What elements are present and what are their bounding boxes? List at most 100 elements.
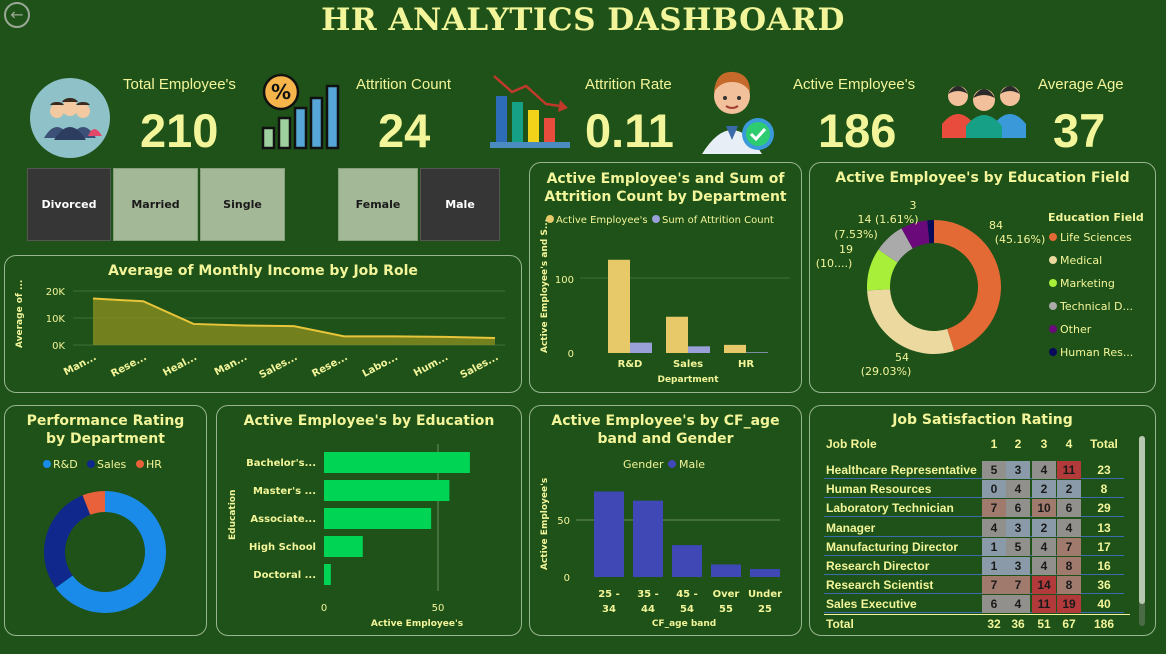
area-series: [93, 298, 495, 345]
age-band-title: Active Employee's by CF_age band and Gen…: [551, 413, 780, 447]
x-tick: Labo...: [361, 352, 400, 380]
x-tick: Man...: [213, 352, 249, 378]
bar-active: [666, 316, 688, 353]
x-tick: Rese...: [310, 352, 349, 380]
x-tick: R&D: [618, 359, 643, 370]
slice: [44, 495, 91, 588]
y-axis-label: Active Employee's and S...: [540, 219, 550, 353]
legend-swatch: [1049, 233, 1057, 241]
rating-cell: 4: [1032, 537, 1056, 556]
rating-cell: 10: [1032, 499, 1056, 518]
rating-cell: 6: [1057, 499, 1081, 518]
kpi-attrition-count-label: Attrition Count: [356, 76, 452, 93]
rating-cell: 4: [1032, 557, 1056, 575]
legend-swatch: [1049, 256, 1057, 264]
table-scrollbar[interactable]: [1139, 436, 1145, 626]
bar: [594, 491, 624, 577]
back-button[interactable]: ←: [4, 2, 30, 28]
legend-title: Gender: [623, 458, 664, 471]
table-row: Research Scientist 7 7 14 8 36: [824, 576, 1124, 595]
legend-male: Male: [679, 458, 705, 471]
slicer-female[interactable]: Female: [338, 168, 418, 241]
age-band-chart: Gender Male Active Employee's 50 0 25 - 3…: [540, 458, 782, 629]
total-cell: 36: [1097, 578, 1111, 593]
rating-cell: 4: [982, 518, 1006, 537]
x-tick: 25 -: [598, 589, 620, 600]
monthly-income-card[interactable]: Average of Monthly Income by Job Role Av…: [4, 255, 522, 393]
people-group-icon: [942, 80, 1026, 138]
scrollbar-thumb[interactable]: [1139, 436, 1145, 604]
rating-cell: 7: [1057, 537, 1081, 556]
total-cell: 40: [1097, 597, 1111, 612]
x-tick: 35 -: [637, 589, 659, 600]
rating-cell: 3: [1006, 518, 1030, 537]
slicer-married[interactable]: Married: [113, 168, 198, 241]
slice: [867, 249, 898, 291]
legend-swatch: [1049, 302, 1057, 310]
education-card[interactable]: Active Employee's by Education Education…: [216, 405, 522, 636]
label-mk-pct: (10....): [816, 257, 853, 270]
bar: [324, 508, 432, 529]
employee-check-icon: [694, 68, 778, 154]
slicer-male[interactable]: Male: [420, 168, 500, 241]
rating-cell: 7: [1006, 576, 1030, 595]
table-total-row: Total 32 36 51 67 186: [824, 615, 1124, 633]
kpi-age-label: Average Age: [1038, 76, 1124, 93]
label-med-value: 54: [895, 351, 909, 364]
bar-attrition: [630, 342, 652, 353]
legend-swatch: [1049, 279, 1057, 287]
legend-swatch-attrition: [652, 215, 660, 223]
age-band-card[interactable]: Active Employee's by CF_age band and Gen…: [529, 405, 802, 636]
header-2: 2: [1014, 437, 1022, 451]
total-cell: 13: [1097, 520, 1111, 535]
x-tick: Rese...: [109, 352, 148, 380]
percent-bars-icon: %: [259, 72, 341, 152]
x-tick: Heal...: [161, 352, 199, 379]
job-role-cell: Research Scientist: [826, 578, 934, 593]
total-cell: 186: [1093, 617, 1115, 631]
y-axis-label: Average of ...: [15, 280, 25, 348]
total-cell: 16: [1097, 559, 1111, 573]
y-tick-100: 100: [555, 275, 574, 286]
legend-item: Sales: [97, 458, 127, 471]
job-role-cell: Human Resources: [826, 482, 932, 497]
legend-item: Human Res...: [1060, 346, 1133, 359]
x-tick: Sales: [673, 359, 703, 370]
slice: [867, 289, 955, 354]
rating-cell: 4: [1006, 480, 1030, 499]
legend-item: Life Sciences: [1060, 231, 1132, 244]
arrow-left-icon: ←: [10, 5, 24, 24]
job-sat-card[interactable]: Job Satisfaction Rating Job Role 1 2 3 4…: [809, 405, 1156, 636]
legend-swatch: [1049, 348, 1057, 356]
y-axis-label: Education: [228, 490, 238, 540]
rating-cell: 4: [1006, 595, 1030, 614]
legend-swatch-male: [668, 460, 676, 468]
bar: [633, 500, 663, 577]
slice: [901, 220, 930, 249]
perf-card[interactable]: Performance Rating by Department R&D Sale…: [4, 405, 207, 636]
edu-field-chart: 84 (45.16%) 54 (29.03%) 19 (10....) (7.5…: [816, 199, 1144, 378]
label-ls-pct: (45.16%): [995, 233, 1046, 246]
total-cell: 8: [1100, 482, 1108, 497]
legend-swatch: [136, 460, 144, 468]
declining-bars-icon: [488, 72, 572, 150]
x-axis-label: CF_age band: [652, 619, 716, 629]
dept-chart-card[interactable]: Active Employee's and Sum of Attrition C…: [529, 162, 802, 393]
slicer-single[interactable]: Single: [200, 168, 285, 241]
y-tick: High School: [249, 542, 316, 553]
header-3: 3: [1040, 437, 1048, 451]
dept-chart-title: Active Employee's and Sum of Attrition C…: [544, 171, 787, 205]
perf-title: Performance Rating by Department: [26, 413, 185, 447]
x-tick-line2: 34: [602, 604, 616, 615]
slicer-divorced[interactable]: Divorced: [27, 168, 111, 241]
y-tick: 0K: [52, 341, 65, 352]
total-divider: [824, 614, 1130, 615]
edu-field-card[interactable]: Active Employee's by Education Field 84 …: [809, 162, 1156, 393]
rating-cell: 4: [1057, 518, 1081, 537]
legend-item: Technical D...: [1059, 300, 1133, 313]
slice: [927, 220, 934, 244]
bar: [324, 452, 470, 473]
x-tick: Sales...: [258, 352, 300, 381]
perf-chart: R&D Sales HR: [43, 458, 166, 613]
label-other: 14 (1.61%): [857, 213, 918, 226]
